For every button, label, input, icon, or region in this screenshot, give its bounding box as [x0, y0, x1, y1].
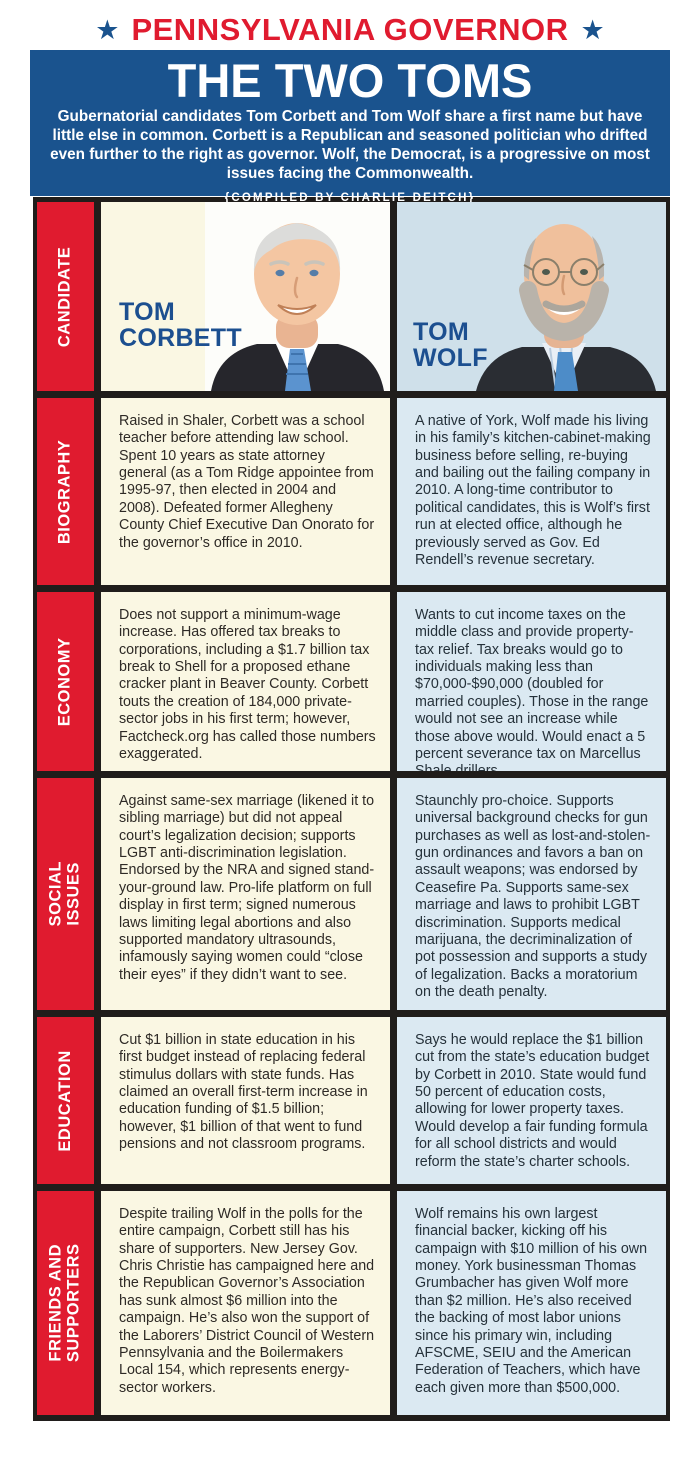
economy-wolf-text: Wants to cut income taxes on the middle …	[397, 592, 666, 771]
row-label-candidate: CANDIDATE	[37, 202, 94, 391]
row-label-text: EDUCATION	[55, 1049, 74, 1152]
row-label-text: SOCIAL ISSUES	[46, 861, 83, 927]
friends-corbett-text: Despite trailing Wolf in the polls for t…	[101, 1191, 390, 1415]
row-label-economy: ECONOMY	[37, 592, 94, 771]
social-issues-corbett-text: Against same-sex marriage (likened it to…	[101, 778, 390, 1010]
biography-wolf-text: A native of York, Wolf made his living i…	[397, 398, 666, 585]
compiled-by: {COMPILED BY CHARLIE DEITCH}	[224, 191, 476, 204]
row-label-text: FRIENDS AND SUPPORTERS	[46, 1243, 83, 1363]
row-label-friends-supporters: FRIENDS AND SUPPORTERS	[37, 1191, 94, 1415]
kicker-text: PENNSYLVANIA GOVERNOR	[131, 12, 569, 47]
biography-corbett-text: Raised in Shaler, Corbett was a school t…	[101, 398, 390, 585]
corbett-photo	[205, 202, 390, 391]
education-corbett-text: Cut $1 billion in state education in his…	[101, 1017, 390, 1184]
education-wolf-text: Says he would replace the $1 billion cut…	[397, 1017, 666, 1184]
wolf-name: TOM WOLF	[413, 318, 488, 372]
star-icon-right: ★	[580, 14, 605, 45]
row-label-text: CANDIDATE	[55, 246, 74, 347]
wolf-photo-cell: TOM WOLF	[397, 202, 666, 391]
star-icon-left: ★	[95, 14, 120, 45]
page-title: THE TWO TOMS	[167, 54, 533, 107]
row-label-social-issues: SOCIAL ISSUES	[37, 778, 94, 1010]
row-label-text: BIOGRAPHY	[55, 439, 74, 544]
friends-wolf-text: Wolf remains his own largest financial b…	[397, 1191, 666, 1415]
comparison-table: CANDIDATE TOM CORBETT TOM WOLF	[33, 197, 670, 1421]
corbett-photo-cell: TOM CORBETT	[101, 202, 390, 391]
economy-corbett-text: Does not support a minimum-wage increase…	[101, 592, 390, 771]
wolf-photo	[460, 202, 666, 391]
corbett-name: TOM CORBETT	[119, 298, 242, 352]
row-label-biography: BIOGRAPHY	[37, 398, 94, 585]
header-panel: THE TWO TOMS Gubernatorial candidates To…	[30, 50, 670, 204]
intro-text: Gubernatorial candidates Tom Corbett and…	[50, 108, 650, 182]
row-label-text: ECONOMY	[55, 637, 74, 726]
row-label-education: EDUCATION	[37, 1017, 94, 1184]
social-issues-wolf-text: Staunchly pro-choice. Supports universal…	[397, 778, 666, 1010]
kicker: ★ PENNSYLVANIA GOVERNOR ★	[0, 11, 700, 49]
